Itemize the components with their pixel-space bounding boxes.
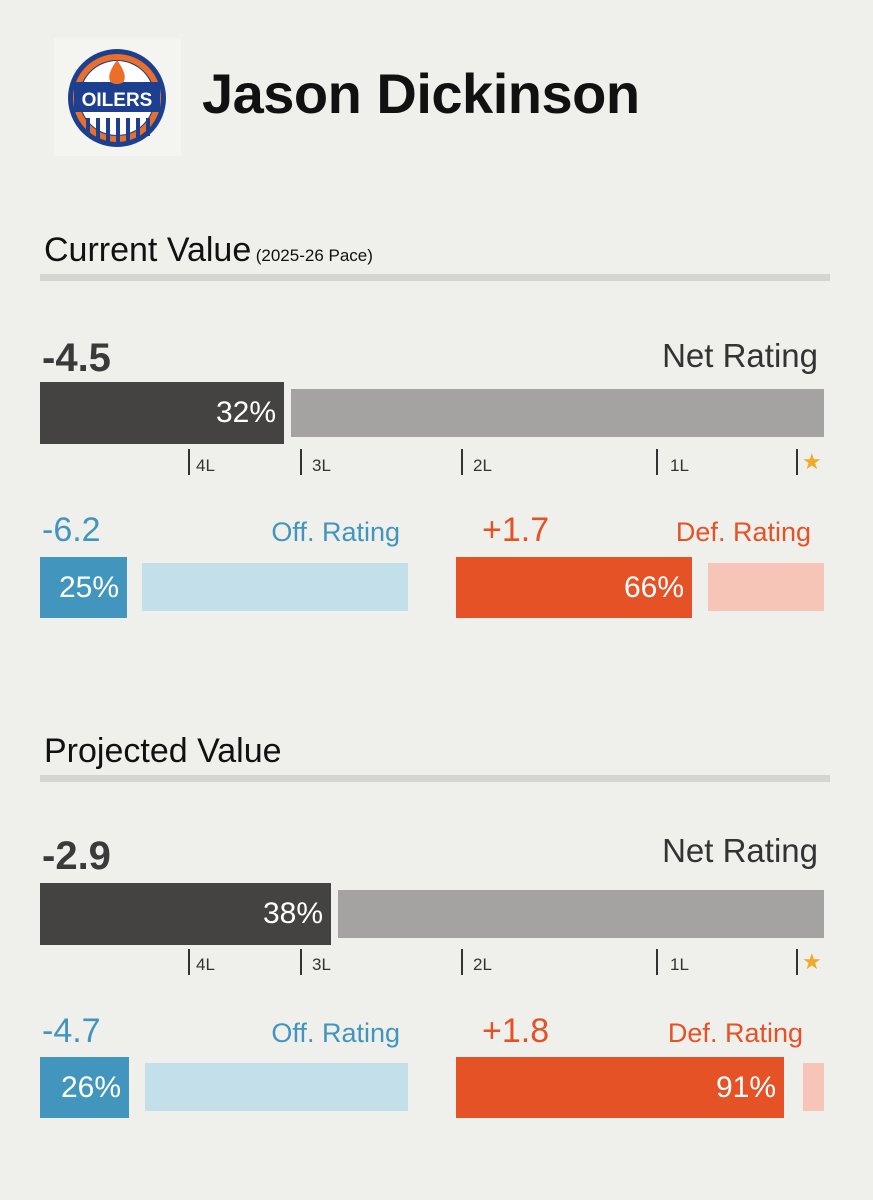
off-bar-track [142, 563, 408, 611]
tier-tick-3l [300, 449, 302, 475]
off-rating-label: Off. Rating [271, 1018, 400, 1048]
player-name: Jason Dickinson [202, 62, 640, 125]
off-rating-value: -6.2 [42, 511, 101, 549]
net-rating-value: -2.9 [42, 834, 111, 878]
def-bar-fill: 66% [456, 557, 699, 618]
tier-label-3l: 3L [312, 456, 331, 475]
tier-label-4l: 4L [196, 456, 215, 475]
section-subtitle: (2025-26 Pace) [255, 246, 373, 265]
def-bar-fill: 91% [456, 1057, 791, 1118]
section-divider [40, 775, 830, 782]
off-bar-fill: 25% [40, 557, 134, 618]
def-rating-value: +1.8 [482, 1012, 550, 1050]
tier-label-2l: 2L [473, 456, 492, 475]
net-rating-label: Net Rating [662, 832, 818, 869]
tier-label-1l: 1L [670, 955, 689, 974]
def-rating-label: Def. Rating [667, 1018, 803, 1048]
def-bar-track [803, 1063, 824, 1111]
tier-tick-2l [461, 449, 463, 475]
def-rating-value: +1.7 [482, 511, 550, 549]
tier-tick-1l [656, 449, 658, 475]
section-projected-title: Projected Value [44, 734, 282, 768]
tier-tick-4l [188, 949, 190, 975]
tier-label-2l: 2L [473, 955, 492, 974]
off-bar-track [145, 1063, 408, 1111]
tier-tick-star [796, 949, 798, 975]
net-rating-value: -4.5 [42, 336, 111, 380]
star-icon: ★ [802, 449, 822, 474]
tier-tick-4l [188, 449, 190, 475]
tier-label-1l: 1L [670, 456, 689, 475]
section-title: Projected Value [44, 732, 282, 770]
net-bar-fill: 38% [40, 883, 338, 945]
tier-label-3l: 3L [312, 955, 331, 974]
net-rating-label: Net Rating [662, 337, 818, 374]
section-divider [40, 274, 830, 281]
section-title: Current Value [44, 231, 252, 269]
star-icon: ★ [802, 949, 822, 974]
team-logo: OILERS [54, 38, 181, 156]
oilers-logo-icon: OILERS [68, 49, 166, 147]
off-rating-label: Off. Rating [271, 517, 400, 547]
def-bar-track [708, 563, 824, 611]
off-bar-fill: 26% [40, 1057, 136, 1118]
off-rating-value: -4.7 [42, 1012, 101, 1050]
tier-tick-3l [300, 949, 302, 975]
logo-text: OILERS [82, 90, 153, 111]
tier-tick-2l [461, 949, 463, 975]
tier-tick-1l [656, 949, 658, 975]
tier-label-4l: 4L [196, 955, 215, 974]
tier-tick-star [796, 449, 798, 475]
section-current-title: Current Value (2025-26 Pace) [44, 233, 373, 267]
net-bar-fill: 32% [40, 382, 291, 444]
def-rating-label: Def. Rating [675, 517, 811, 547]
